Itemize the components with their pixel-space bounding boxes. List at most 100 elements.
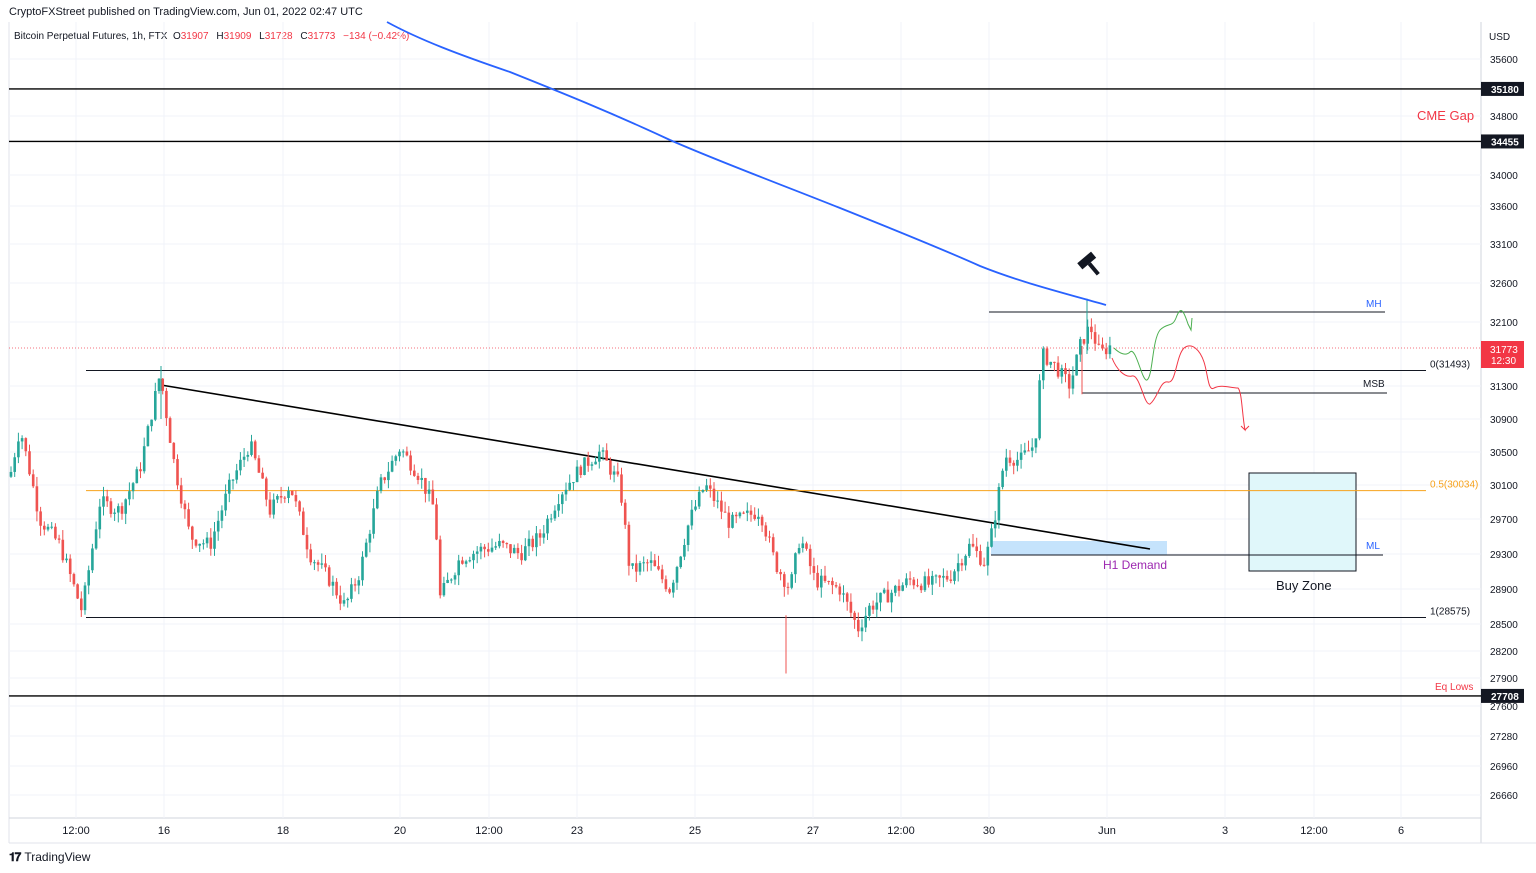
candle <box>579 464 583 478</box>
candle <box>860 619 864 642</box>
candle <box>327 565 331 588</box>
candle <box>65 553 68 563</box>
candle <box>1034 438 1038 454</box>
candle <box>102 486 105 516</box>
candle <box>942 568 945 588</box>
candle <box>283 495 287 503</box>
descending-trendline[interactable] <box>160 384 1151 550</box>
candle <box>172 442 176 464</box>
candle <box>845 591 849 611</box>
bullish-projection-path <box>1113 310 1193 381</box>
candle <box>216 510 220 541</box>
candle <box>228 473 231 503</box>
candle <box>191 525 194 549</box>
candle <box>646 559 649 572</box>
candle <box>1060 364 1064 384</box>
candle <box>764 522 768 542</box>
candle <box>1030 438 1034 458</box>
candle <box>712 482 716 507</box>
candle <box>890 589 893 613</box>
candle <box>968 538 971 558</box>
candle <box>76 583 79 600</box>
low-label: L <box>259 31 265 42</box>
candle <box>179 477 183 509</box>
candle <box>831 577 834 595</box>
candle <box>827 580 830 585</box>
y-tick-label: 27900 <box>1490 674 1518 685</box>
candle <box>383 476 386 484</box>
candle <box>786 582 790 595</box>
candle <box>834 582 838 589</box>
change-value: −134 (−0.42%) <box>343 31 410 42</box>
candle <box>420 468 423 489</box>
candle <box>760 514 764 532</box>
time-axis[interactable]: 12:00 16 18 20 12:00 23 25 27 12:00 30 Jun 3 12:00 6 <box>62 22 1404 837</box>
candle <box>901 582 904 592</box>
candle <box>335 578 338 599</box>
candle <box>971 534 975 548</box>
candle <box>857 612 860 638</box>
candle <box>886 581 890 603</box>
candle <box>324 554 327 572</box>
y-tick-label: 29700 <box>1490 515 1518 526</box>
x-tick-label: 12:00 <box>887 825 915 837</box>
y-tick-label: 27600 <box>1490 702 1518 713</box>
y-tick-label: 31300 <box>1490 382 1518 393</box>
candle <box>775 551 779 574</box>
candle <box>1056 356 1060 379</box>
candle <box>379 473 383 494</box>
h1-demand-label: H1 Demand <box>1103 558 1167 572</box>
candle <box>498 533 501 549</box>
candle <box>131 481 135 500</box>
candle <box>649 551 653 571</box>
candle <box>716 491 719 509</box>
candle <box>1093 324 1097 351</box>
y-tick-label: 32600 <box>1490 279 1518 290</box>
msb-label: MSB <box>1363 379 1385 390</box>
ml-label: ML <box>1366 541 1380 552</box>
high-label: H <box>216 31 224 42</box>
candle <box>35 476 39 522</box>
candle <box>427 481 431 502</box>
candle <box>779 569 782 581</box>
level-tag-label: 34455 <box>1491 137 1519 148</box>
candle <box>139 462 142 479</box>
candle <box>483 544 486 558</box>
tradingview-brand[interactable]: 𝟏𝟕 TradingView <box>9 850 90 865</box>
candle <box>631 563 634 570</box>
x-tick-label: 12:00 <box>62 825 90 837</box>
last-price-value: 31773 <box>1490 345 1518 356</box>
y-tick-label: 35600 <box>1490 55 1518 66</box>
fib-level-label: 0.5(30034) <box>1430 480 1478 491</box>
y-tick-label: 28900 <box>1490 585 1518 596</box>
candle <box>801 536 805 553</box>
candle <box>117 503 120 523</box>
candle <box>572 481 575 491</box>
candle <box>198 543 201 552</box>
candle <box>746 502 749 522</box>
candle <box>908 571 912 586</box>
open-label: O <box>172 31 181 42</box>
candle <box>72 572 76 587</box>
candle <box>357 576 361 595</box>
moving-average-line[interactable] <box>386 21 1107 306</box>
candle <box>697 486 701 510</box>
candle <box>150 419 153 432</box>
candle <box>331 575 335 596</box>
candle <box>220 505 224 529</box>
candle <box>50 522 53 530</box>
candle <box>516 543 520 559</box>
candle <box>945 570 949 582</box>
candle <box>727 506 731 539</box>
candle <box>986 541 990 576</box>
candle <box>894 584 897 597</box>
price-axis[interactable]: 35600 34800 34000 33600 33100 32600 32100 31300… <box>9 55 1518 802</box>
buy-zone-box[interactable] <box>1248 472 1357 572</box>
candle <box>398 449 401 462</box>
close-value: 31773 <box>307 31 336 42</box>
candle <box>520 544 523 565</box>
candle <box>601 447 605 461</box>
candle <box>664 575 668 592</box>
candle <box>372 498 375 539</box>
